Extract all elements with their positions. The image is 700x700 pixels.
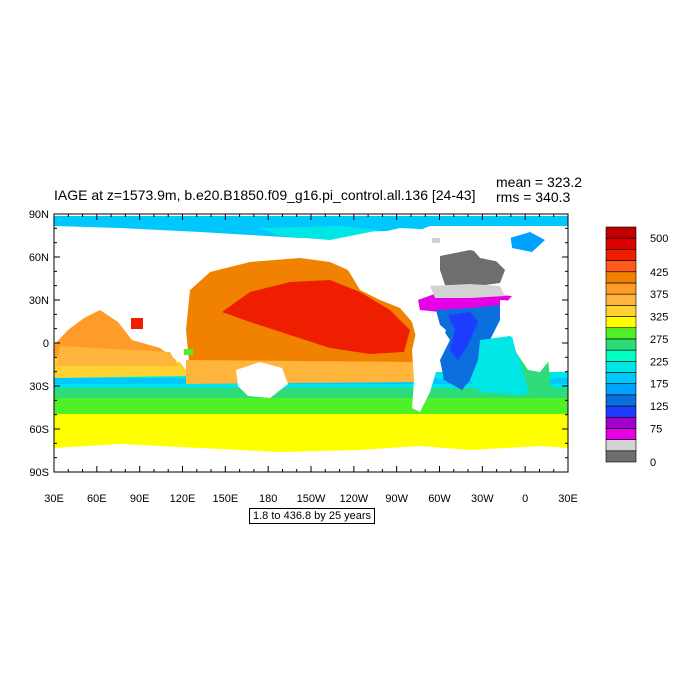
land-australia bbox=[236, 362, 288, 398]
colorbar-swatch bbox=[605, 226, 637, 239]
colorbar-label: 225 bbox=[650, 356, 668, 368]
pacific-red bbox=[222, 280, 410, 354]
colorbar-label: 75 bbox=[650, 423, 662, 435]
lon-tick-label: 0 bbox=[522, 493, 528, 505]
lon-tick-label: 30E bbox=[558, 493, 578, 505]
lon-tick-label: 150E bbox=[212, 493, 238, 505]
colorbar-swatch bbox=[605, 349, 637, 362]
colorbar-swatch bbox=[605, 360, 637, 373]
colorbar-swatch bbox=[605, 383, 637, 396]
colorbar-label: 175 bbox=[650, 379, 668, 391]
colorbar-swatch bbox=[605, 439, 637, 452]
lat-ticks: 90N 60N 30N 0 30S 60S 90S bbox=[29, 209, 568, 479]
colorbar-swatch bbox=[605, 450, 637, 463]
colorbar-swatch bbox=[605, 394, 637, 407]
colorbar-label: 125 bbox=[650, 401, 668, 413]
land-africa bbox=[500, 300, 562, 372]
lon-tick-label: 30E bbox=[44, 493, 64, 505]
lat-tick-label: 90N bbox=[29, 209, 49, 221]
lon-ticks: 30E 60E 90E 120E 150E 180 150W 120W 90W 60W 30W 0 30… bbox=[44, 214, 578, 505]
lat-tick-label: 90S bbox=[29, 467, 49, 479]
lat-tick-label: 60S bbox=[29, 424, 49, 436]
atlantic-blue bbox=[436, 305, 500, 390]
colorbar-swatch bbox=[605, 271, 637, 284]
land-americas-north bbox=[330, 228, 440, 300]
lat-tick-label: 30N bbox=[29, 295, 49, 307]
colorbar-swatch bbox=[605, 327, 637, 340]
colorbar-swatch bbox=[605, 405, 637, 418]
colorbar-swatch bbox=[605, 305, 637, 317]
colorbar-swatch bbox=[605, 316, 637, 329]
lon-tick-label: 150W bbox=[297, 493, 326, 505]
colorbar-swatch bbox=[605, 249, 637, 261]
plot-title: IAGE at z=1573.9m, b.e20.B1850.f09_g16.p… bbox=[54, 187, 476, 203]
lon-tick-label: 60W bbox=[428, 493, 451, 505]
colorbar-label: 275 bbox=[650, 334, 668, 346]
lon-tick-label: 120W bbox=[339, 493, 368, 505]
colorbar-swatch bbox=[605, 260, 637, 273]
colorbar-label: 425 bbox=[650, 267, 668, 279]
colorbar-label: 500 bbox=[650, 233, 668, 245]
map-field bbox=[54, 216, 568, 472]
land-greenland bbox=[468, 232, 512, 262]
island-sulu bbox=[184, 349, 193, 355]
colorbar-label: 325 bbox=[650, 312, 668, 324]
range-note: 1.8 to 436.8 by 25 years bbox=[249, 508, 376, 524]
lon-tick-label: 90E bbox=[130, 493, 150, 505]
lon-tick-label: 60E bbox=[87, 493, 107, 505]
land-antarctica-edge bbox=[54, 444, 568, 456]
north-atlantic-lightgray bbox=[430, 284, 505, 298]
indian-ocean-mid bbox=[56, 346, 178, 366]
lat-tick-label: 60N bbox=[29, 252, 49, 264]
stats-block: mean = 323.2 rms = 340.3 bbox=[496, 175, 582, 205]
lon-tick-label: 120E bbox=[170, 493, 196, 505]
colorbar: 0 75 125 175 225 275 325 375 425 500 bbox=[605, 226, 668, 469]
colorbar-swatch bbox=[605, 428, 637, 440]
colorbar-label: 375 bbox=[650, 289, 668, 301]
arctic-lightcyan bbox=[260, 226, 380, 240]
land-americas-south bbox=[412, 318, 446, 412]
colorbar-swatch bbox=[605, 237, 637, 250]
colorbar-label: 0 bbox=[650, 457, 656, 469]
colorbar-swatch bbox=[605, 338, 637, 351]
island-japan-sea bbox=[131, 318, 143, 329]
colorbar-swatch bbox=[605, 416, 637, 429]
lat-tick-label: 0 bbox=[43, 338, 49, 350]
atlantic-dark-blue bbox=[448, 312, 478, 360]
mediterranean-patch bbox=[432, 238, 440, 243]
mean-value: mean = 323.2 bbox=[496, 174, 583, 190]
lon-tick-label: 90W bbox=[385, 493, 408, 505]
land-eurasia bbox=[54, 226, 240, 330]
colorbar-swatch bbox=[605, 293, 637, 306]
rms-value: rms = 340.3 bbox=[496, 189, 571, 205]
lon-tick-label: 180 bbox=[259, 493, 277, 505]
colorbar-swatch bbox=[605, 282, 637, 295]
lat-tick-label: 30S bbox=[29, 381, 49, 393]
greenland-sea bbox=[510, 232, 545, 252]
pacific-south-yellow-orange bbox=[186, 360, 420, 384]
lon-tick-label: 30W bbox=[471, 493, 494, 505]
colorbar-swatch bbox=[605, 372, 637, 384]
